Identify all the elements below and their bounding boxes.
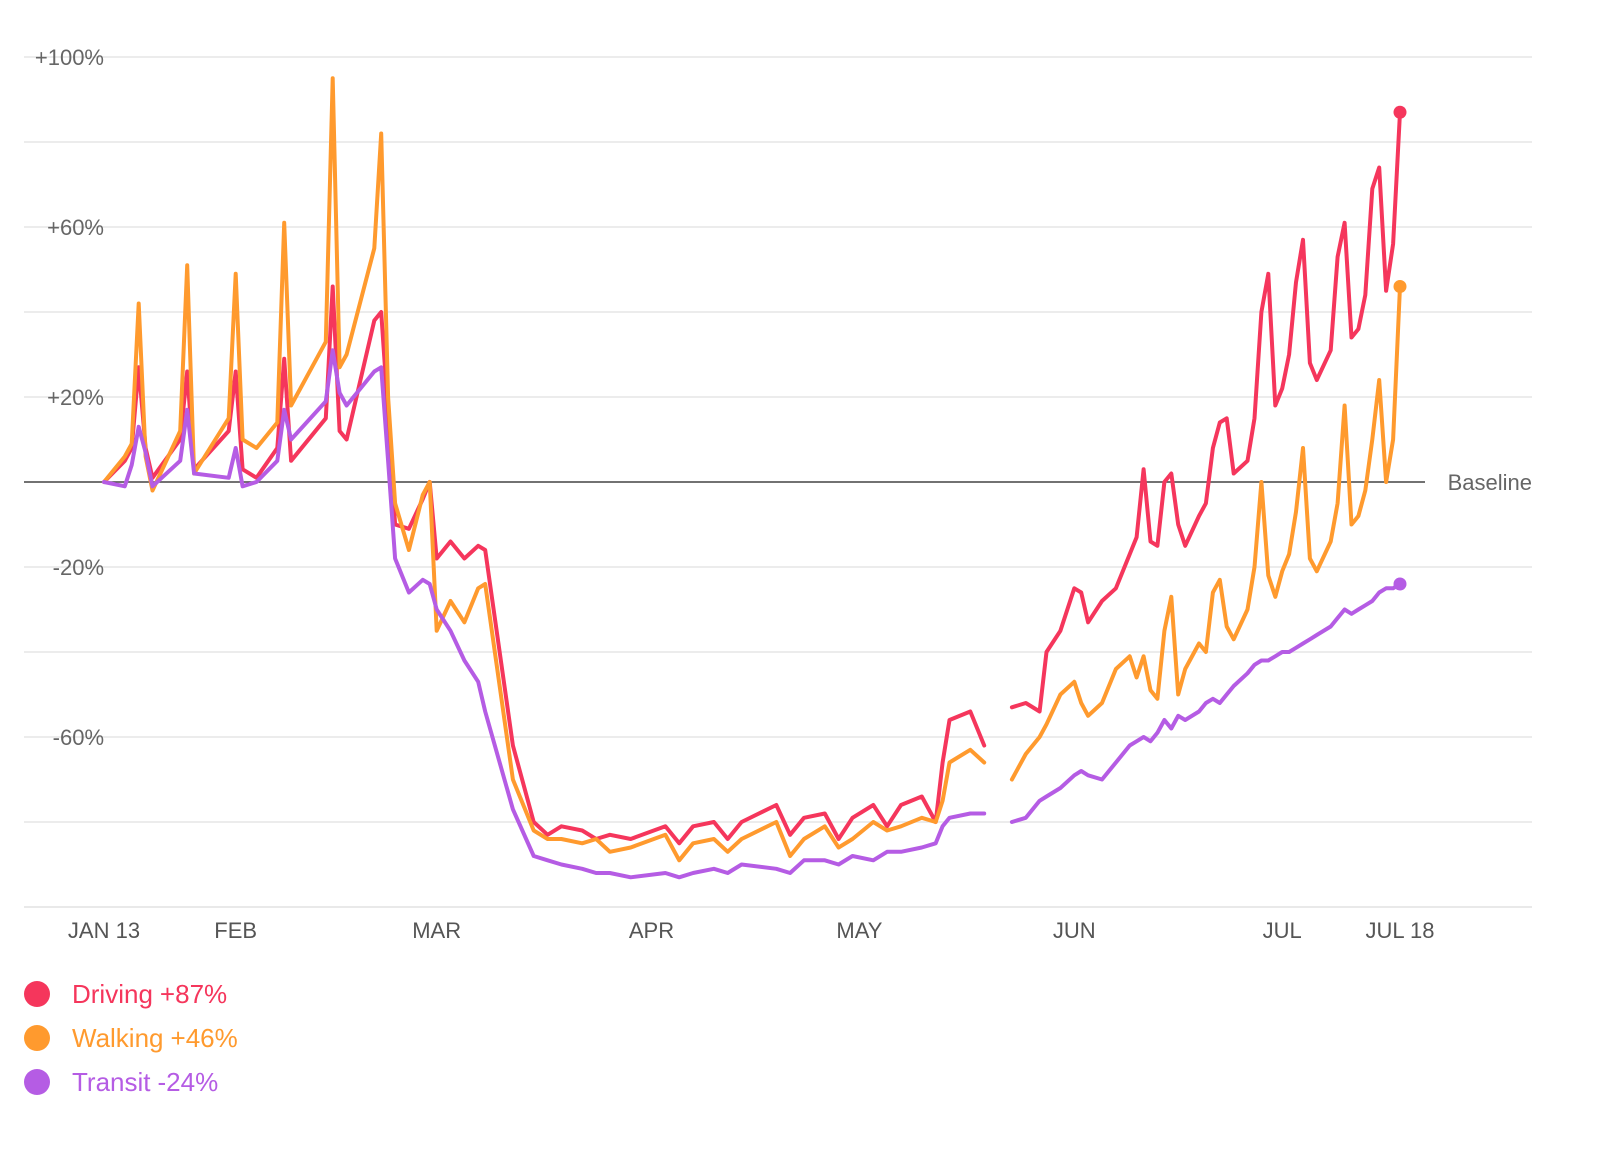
legend-transit-text: Transit -24% — [72, 1067, 218, 1098]
walking-line — [102, 76, 987, 863]
y-tick-label: -60% — [53, 725, 104, 750]
legend-item-driving[interactable]: Driving +87% — [24, 972, 238, 1016]
transit-end-point — [1393, 577, 1407, 591]
series-walking — [102, 76, 1407, 863]
x-tick-label: MAY — [836, 918, 882, 943]
y-tick-label: +20% — [47, 385, 104, 410]
driving-line — [1009, 110, 1402, 714]
y-tick-label: +100% — [35, 45, 104, 70]
legend-walking-change: +46% — [170, 1022, 238, 1053]
series-driving — [102, 105, 1407, 846]
driving-line — [102, 284, 987, 846]
driving-end-point — [1393, 105, 1407, 119]
transit-line — [1009, 582, 1402, 824]
transit-dot-icon — [24, 1069, 50, 1095]
legend-driving-change: +87% — [159, 978, 228, 1009]
x-tick-label: JUL — [1263, 918, 1302, 943]
walking-end-point — [1393, 280, 1407, 293]
series-lines — [102, 76, 1407, 880]
walking-dot-icon — [24, 1025, 50, 1051]
legend-item-walking[interactable]: Walking +46% — [24, 1016, 238, 1060]
walking-line — [1009, 284, 1402, 782]
driving-dot-icon — [24, 981, 50, 1007]
legend-walking-name: Walking — [72, 1022, 164, 1053]
legend-item-transit[interactable]: Transit -24% — [24, 1060, 238, 1104]
x-tick-label: JUN — [1053, 918, 1096, 943]
transit-line — [102, 348, 987, 880]
y-axis-ticks: +100% +60% +20% -20% -60% — [35, 45, 104, 750]
legend-driving-name: Driving — [72, 978, 153, 1009]
x-tick-label: FEB — [214, 918, 257, 943]
series-transit — [102, 348, 1407, 880]
legend-walking-text: Walking +46% — [72, 1023, 238, 1054]
baseline-label: Baseline — [1448, 470, 1532, 495]
legend: Driving +87% Walking +46% Transit -24% — [24, 972, 238, 1104]
x-tick-label: MAR — [412, 918, 461, 943]
x-axis-ticks: JAN 13 FEB MAR APR MAY JUN JUL JUL 18 — [68, 918, 1435, 943]
y-tick-label: -20% — [53, 555, 104, 580]
y-tick-label: +60% — [47, 215, 104, 240]
x-tick-label: APR — [629, 918, 674, 943]
legend-transit-name: Transit — [72, 1066, 151, 1097]
legend-transit-change: -24% — [157, 1066, 219, 1097]
x-tick-label: JAN 13 — [68, 918, 140, 943]
legend-driving-text: Driving +87% — [72, 979, 227, 1010]
x-tick-label: JUL 18 — [1366, 918, 1435, 943]
